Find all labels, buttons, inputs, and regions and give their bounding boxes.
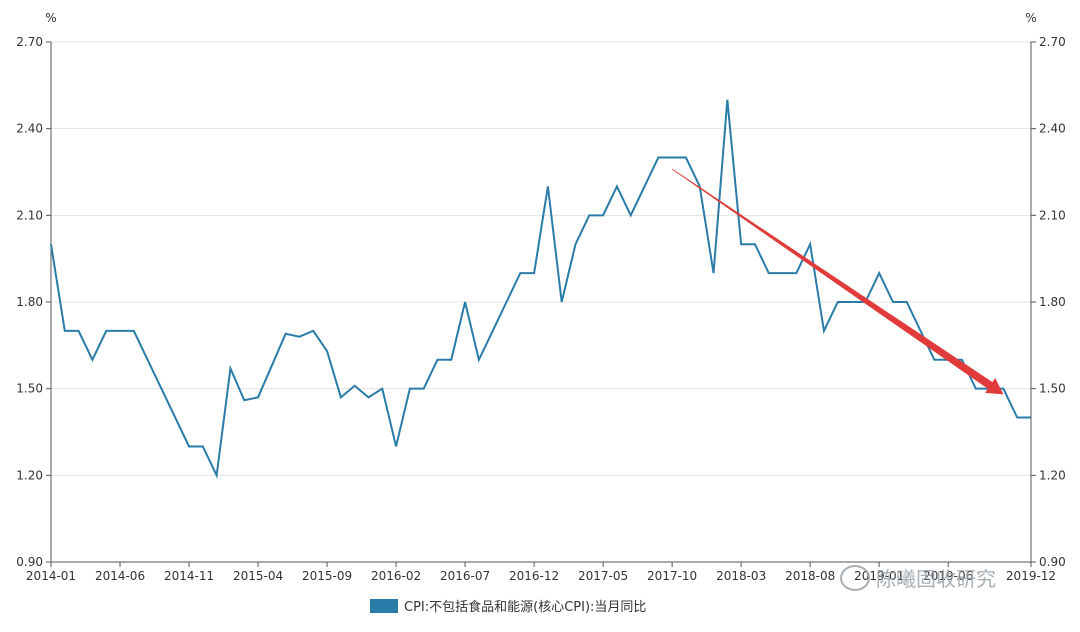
x-tick-label: 2017-05 [578, 569, 628, 583]
y-tick-label-right: 2.10 [1039, 208, 1066, 222]
y-tick-label-left: 2.10 [16, 208, 43, 222]
y-tick-label-right: 2.70 [1039, 35, 1066, 49]
watermark-text: 陈曦固收研究 [876, 567, 996, 591]
x-tick-label: 2016-12 [509, 569, 559, 583]
x-tick-label: 2019-12 [1006, 569, 1056, 583]
x-tick-label: 2018-08 [785, 569, 835, 583]
y-tick-label-left: 0.90 [16, 555, 43, 569]
series-line [50, 99, 1031, 479]
trend-arrow [671, 168, 1004, 395]
x-tick-label: 2014-11 [164, 569, 214, 583]
unit-label-right: % [1025, 11, 1036, 25]
x-tick-label: 2015-04 [233, 569, 283, 583]
x-tick-label: 2018-03 [716, 569, 766, 583]
x-tick-label: 2014-06 [95, 569, 145, 583]
x-tick-label: 2016-02 [371, 569, 421, 583]
y-tick-label-right: 1.80 [1039, 295, 1066, 309]
y-tick-label-left: 1.20 [16, 468, 43, 482]
x-tick-label: 2016-07 [440, 569, 490, 583]
unit-label-left: % [45, 11, 56, 25]
x-tick-label: 2015-09 [302, 569, 352, 583]
y-tick-label-right: 1.20 [1039, 468, 1066, 482]
x-tick-label: 2017-10 [647, 569, 697, 583]
y-tick-label-left: 2.40 [16, 122, 43, 136]
x-tick-label: 2014-01 [26, 569, 76, 583]
y-tick-label-right: 0.90 [1039, 555, 1066, 569]
wechat-icon [840, 564, 870, 591]
y-tick-label-right: 2.40 [1039, 122, 1066, 136]
x-tick-label: 2019-06 [923, 569, 973, 583]
y-tick-label-right: 1.50 [1039, 382, 1066, 396]
watermark: 陈曦固收研究 [840, 563, 996, 592]
y-tick-label-left: 1.80 [16, 295, 43, 309]
legend[interactable]: CPI:不包括食品和能源(核心CPI):当月同比 [370, 596, 646, 615]
legend-label: CPI:不包括食品和能源(核心CPI):当月同比 [404, 600, 647, 615]
y-tick-label-left: 1.50 [16, 382, 43, 396]
y-tick-label-left: 2.70 [16, 35, 43, 49]
legend-swatch [370, 598, 398, 613]
